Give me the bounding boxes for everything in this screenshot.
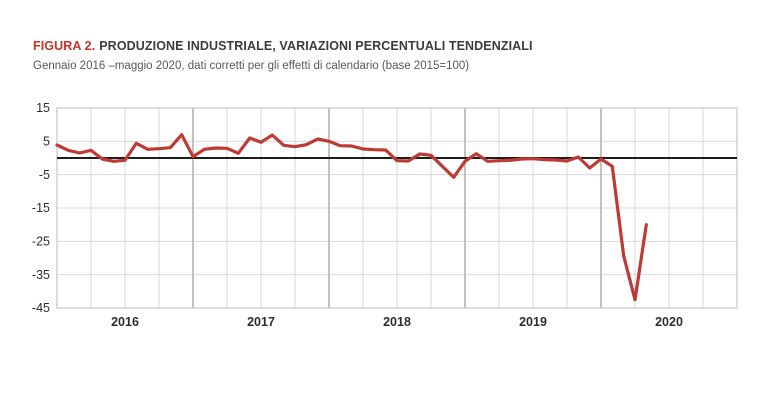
y-tick-label: 5: [43, 135, 50, 149]
x-tick-label: 2018: [383, 315, 411, 329]
vertical-gridlines: [90, 108, 704, 308]
x-tick-label: 2017: [247, 315, 275, 329]
x-tick-label: 2020: [655, 315, 683, 329]
x-tick-label: 2016: [111, 315, 139, 329]
y-tick-label: -35: [32, 268, 50, 282]
y-tick-label: 15: [36, 101, 50, 115]
y-axis-labels: 15 5 -5 -15 -25 -35 -45: [32, 101, 50, 315]
figure-title-line: FIGURA 2. PRODUZIONE INDUSTRIALE, VARIAZI…: [33, 38, 743, 55]
x-axis-labels: 2016 2017 2018 2019 2020: [111, 315, 683, 329]
figure-title: PRODUZIONE INDUSTRIALE, VARIAZIONI PERCE…: [99, 39, 533, 53]
figure-label: FIGURA 2.: [33, 39, 96, 53]
x-tick-label: 2019: [519, 315, 547, 329]
y-tick-label: -15: [32, 201, 50, 215]
y-tick-label: -5: [39, 168, 50, 182]
figure-header: FIGURA 2. PRODUZIONE INDUSTRIALE, VARIAZI…: [33, 38, 743, 75]
figure-subtitle: Gennaio 2016 –maggio 2020, dati corretti…: [33, 59, 470, 72]
plot-border: [56, 107, 738, 309]
series-line: [55, 133, 648, 302]
y-tick-label: -45: [32, 301, 50, 315]
y-tick-label: -25: [32, 235, 50, 249]
